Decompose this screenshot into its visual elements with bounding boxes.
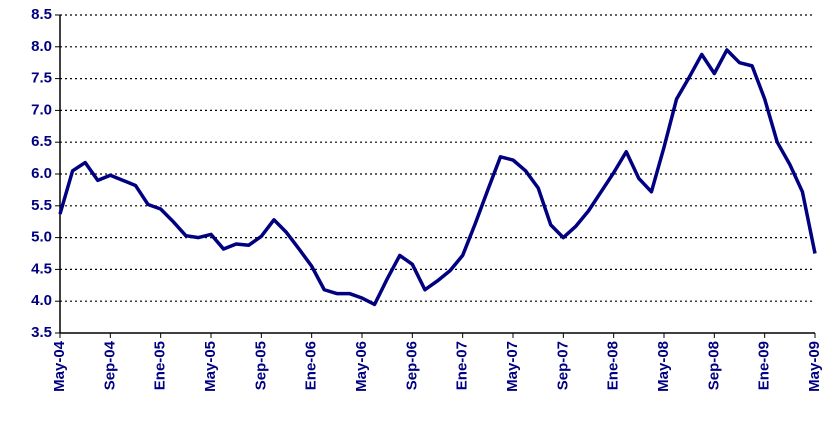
y-tick-label: 6.0 xyxy=(31,165,52,182)
x-tick-label: Sep-06 xyxy=(403,341,420,390)
y-tick-label: 8.0 xyxy=(31,38,52,55)
y-tick-label: 4.5 xyxy=(31,260,52,277)
y-tick-label: 7.0 xyxy=(31,101,52,118)
x-tick-label: May-04 xyxy=(51,340,68,392)
x-tick-label: Ene-06 xyxy=(303,341,320,390)
x-tick-label: May-07 xyxy=(504,341,521,392)
x-tick-label: Ene-08 xyxy=(605,341,622,390)
x-tick-label: May-05 xyxy=(202,341,219,392)
y-tick-label: 5.5 xyxy=(31,197,52,214)
x-tick-label: May-06 xyxy=(353,341,370,392)
x-tick-label: May-09 xyxy=(806,341,823,392)
x-tick-label: Sep-07 xyxy=(554,341,571,390)
y-tick-label: 6.5 xyxy=(31,133,52,150)
x-tick-label: Sep-05 xyxy=(252,341,269,390)
x-tick-label: May-08 xyxy=(655,341,672,392)
x-tick-label: Sep-08 xyxy=(705,341,722,390)
y-tick-label: 8.5 xyxy=(31,6,52,23)
x-tick-label: Ene-07 xyxy=(454,341,471,390)
x-tick-label: Ene-09 xyxy=(756,341,773,390)
data-line xyxy=(58,48,817,307)
x-tick-label: Ene-05 xyxy=(152,341,169,390)
y-tick-label: 3.5 xyxy=(31,324,52,341)
x-tick-label: Sep-04 xyxy=(101,340,118,390)
y-tick-label: 7.5 xyxy=(31,70,52,87)
y-tick-label: 4.0 xyxy=(31,292,52,309)
y-tick-label: 5.0 xyxy=(31,229,52,246)
